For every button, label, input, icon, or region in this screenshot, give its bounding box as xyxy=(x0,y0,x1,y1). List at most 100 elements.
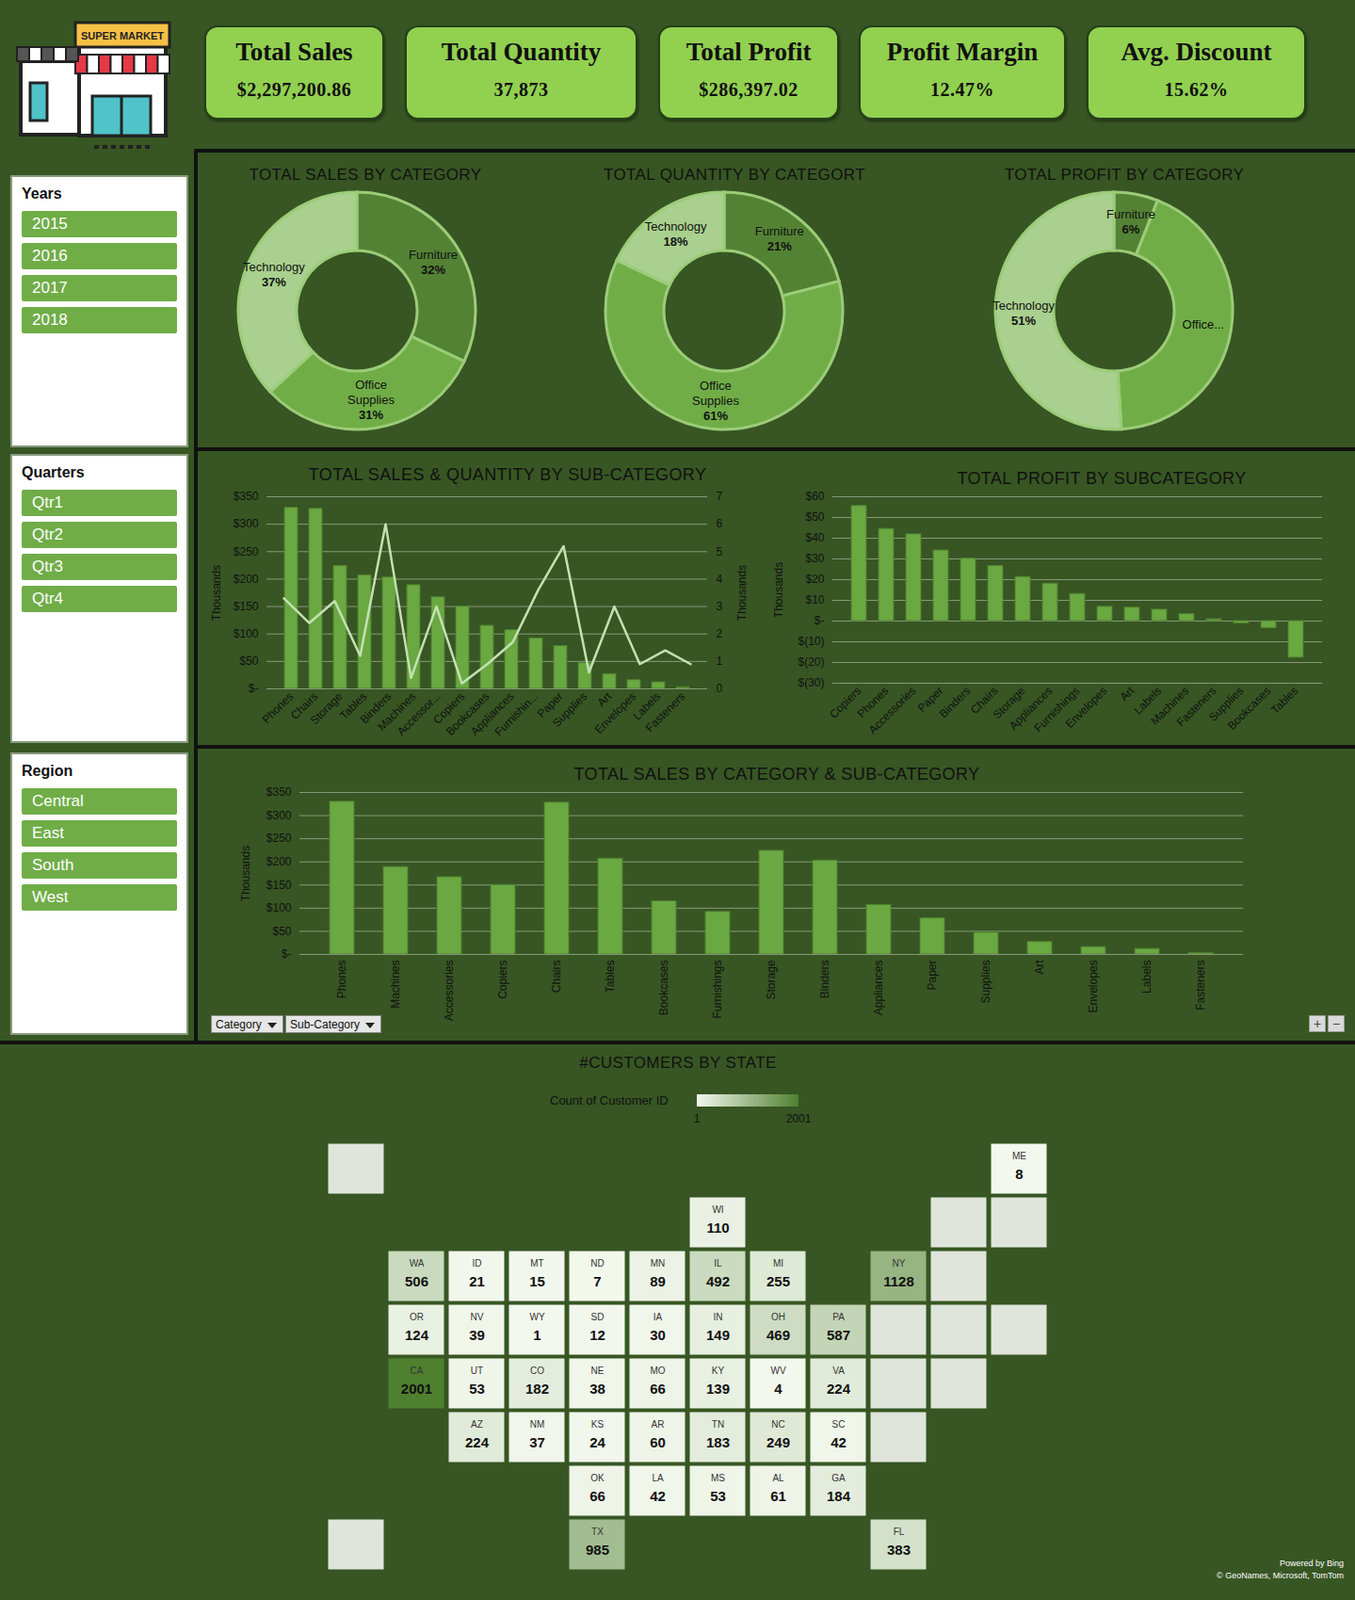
svg-text:$(20): $(20) xyxy=(797,655,824,669)
svg-text:ND: ND xyxy=(590,1258,604,1269)
svg-text:FL: FL xyxy=(893,1526,905,1537)
svg-text:Paper: Paper xyxy=(925,960,939,991)
svg-text:8: 8 xyxy=(1015,1165,1023,1182)
svg-text:IL: IL xyxy=(713,1258,723,1269)
svg-text:CA: CA xyxy=(410,1365,424,1376)
svg-text:224: 224 xyxy=(826,1380,852,1397)
svg-text:MO: MO xyxy=(649,1365,665,1376)
svg-text:Thousands: Thousands xyxy=(735,564,749,621)
svg-text:224: 224 xyxy=(465,1434,490,1451)
svg-text:MI: MI xyxy=(773,1258,784,1269)
svg-text:Accessories: Accessories xyxy=(866,683,920,737)
svg-text:Bookcases: Bookcases xyxy=(1225,683,1274,732)
svg-text:30: 30 xyxy=(649,1326,666,1343)
svg-text:37: 37 xyxy=(529,1434,546,1451)
svg-text:Office...: Office... xyxy=(1182,317,1226,332)
svg-text:SC: SC xyxy=(832,1419,846,1430)
svg-text:Furnishin...: Furnishin... xyxy=(491,689,541,739)
svg-text:$200: $200 xyxy=(266,854,292,869)
svg-text:139: 139 xyxy=(706,1380,730,1397)
svg-text:4: 4 xyxy=(774,1380,783,1397)
svg-text:183: 183 xyxy=(706,1434,730,1451)
svg-text:UT: UT xyxy=(470,1365,484,1376)
svg-text:Bookcases: Bookcases xyxy=(657,960,671,1017)
svg-text:CO: CO xyxy=(530,1365,545,1376)
svg-text:OH: OH xyxy=(771,1311,786,1323)
svg-text:24: 24 xyxy=(589,1434,606,1451)
svg-text:$20: $20 xyxy=(805,572,824,586)
svg-text:Fasteners: Fasteners xyxy=(1174,683,1220,729)
svg-text:$150: $150 xyxy=(233,599,259,613)
svg-text:255: 255 xyxy=(766,1273,791,1290)
svg-text:GA: GA xyxy=(831,1472,846,1484)
svg-text:AZ: AZ xyxy=(470,1419,484,1430)
svg-text:2001: 2001 xyxy=(401,1380,433,1397)
svg-text:$40: $40 xyxy=(805,531,824,545)
svg-text:$350: $350 xyxy=(266,785,292,799)
svg-text:Supplies: Supplies xyxy=(979,960,993,1004)
svg-text:Furniture6%: Furniture6% xyxy=(1106,207,1156,237)
svg-text:$50: $50 xyxy=(239,654,259,668)
svg-text:Binders: Binders xyxy=(818,960,832,1000)
svg-text:1: 1 xyxy=(532,1326,541,1343)
svg-text:124: 124 xyxy=(404,1326,430,1343)
svg-text:6: 6 xyxy=(716,516,724,531)
svg-text:Machines: Machines xyxy=(388,960,403,1009)
svg-text:ID: ID xyxy=(472,1258,483,1269)
svg-text:15: 15 xyxy=(529,1273,546,1290)
svg-text:Chairs: Chairs xyxy=(549,960,564,994)
svg-text:SUPER MARKET: SUPER MARKET xyxy=(80,30,164,42)
svg-text:Envelopes: Envelopes xyxy=(1063,683,1111,731)
svg-text:Art: Art xyxy=(1032,959,1047,975)
svg-text:NC: NC xyxy=(771,1419,785,1430)
svg-text:Thousands: Thousands xyxy=(239,845,253,902)
svg-text:61: 61 xyxy=(770,1487,787,1504)
svg-text:LA: LA xyxy=(651,1472,664,1484)
svg-text:4: 4 xyxy=(716,572,724,586)
svg-text:Technology37%: Technology37% xyxy=(242,259,306,290)
svg-text:PA: PA xyxy=(832,1311,845,1323)
svg-text:WI: WI xyxy=(711,1204,724,1215)
svg-text:NY: NY xyxy=(892,1258,906,1269)
svg-text:Thousands: Thousands xyxy=(209,564,224,621)
svg-text:Storage: Storage xyxy=(764,959,778,1000)
svg-text:$100: $100 xyxy=(233,627,259,641)
svg-text:Art: Art xyxy=(1117,683,1138,704)
svg-text:$-: $- xyxy=(248,681,259,695)
svg-text:WY: WY xyxy=(529,1311,545,1323)
svg-text:AL: AL xyxy=(772,1472,785,1484)
svg-text:21: 21 xyxy=(468,1273,485,1290)
svg-text:383: 383 xyxy=(887,1541,911,1558)
svg-text:VA: VA xyxy=(832,1365,845,1376)
svg-text:110: 110 xyxy=(706,1219,729,1236)
svg-text:Furniture21%: Furniture21% xyxy=(755,224,805,254)
svg-text:7: 7 xyxy=(593,1273,601,1290)
svg-text:182: 182 xyxy=(525,1380,549,1397)
svg-text:NV: NV xyxy=(470,1311,484,1323)
svg-text:Technology51%: Technology51% xyxy=(992,298,1055,328)
svg-text:42: 42 xyxy=(830,1434,847,1451)
svg-text:Furniture32%: Furniture32% xyxy=(408,247,458,277)
svg-text:492: 492 xyxy=(706,1273,730,1290)
svg-text:TN: TN xyxy=(711,1419,725,1430)
svg-text:587: 587 xyxy=(826,1326,851,1343)
svg-text:249: 249 xyxy=(766,1434,791,1451)
svg-text:WV: WV xyxy=(770,1365,786,1376)
svg-text:506: 506 xyxy=(404,1273,429,1290)
svg-text:$350: $350 xyxy=(233,489,259,503)
svg-text:MT: MT xyxy=(530,1258,544,1269)
svg-text:$60: $60 xyxy=(805,489,824,503)
svg-text:5: 5 xyxy=(716,545,724,559)
svg-text:$30: $30 xyxy=(805,551,824,565)
svg-text:MN: MN xyxy=(650,1258,666,1269)
svg-text:NM: NM xyxy=(530,1419,546,1430)
svg-text:KY: KY xyxy=(711,1365,726,1376)
svg-text:MS: MS xyxy=(710,1472,726,1484)
svg-text:WA: WA xyxy=(409,1258,425,1269)
svg-text:ME: ME xyxy=(1012,1150,1027,1162)
svg-text:Binders: Binders xyxy=(936,683,974,721)
svg-text:Technology18%: Technology18% xyxy=(645,219,708,249)
svg-text:42: 42 xyxy=(649,1487,666,1504)
svg-text:$-: $- xyxy=(281,947,292,961)
svg-text:53: 53 xyxy=(468,1380,485,1397)
